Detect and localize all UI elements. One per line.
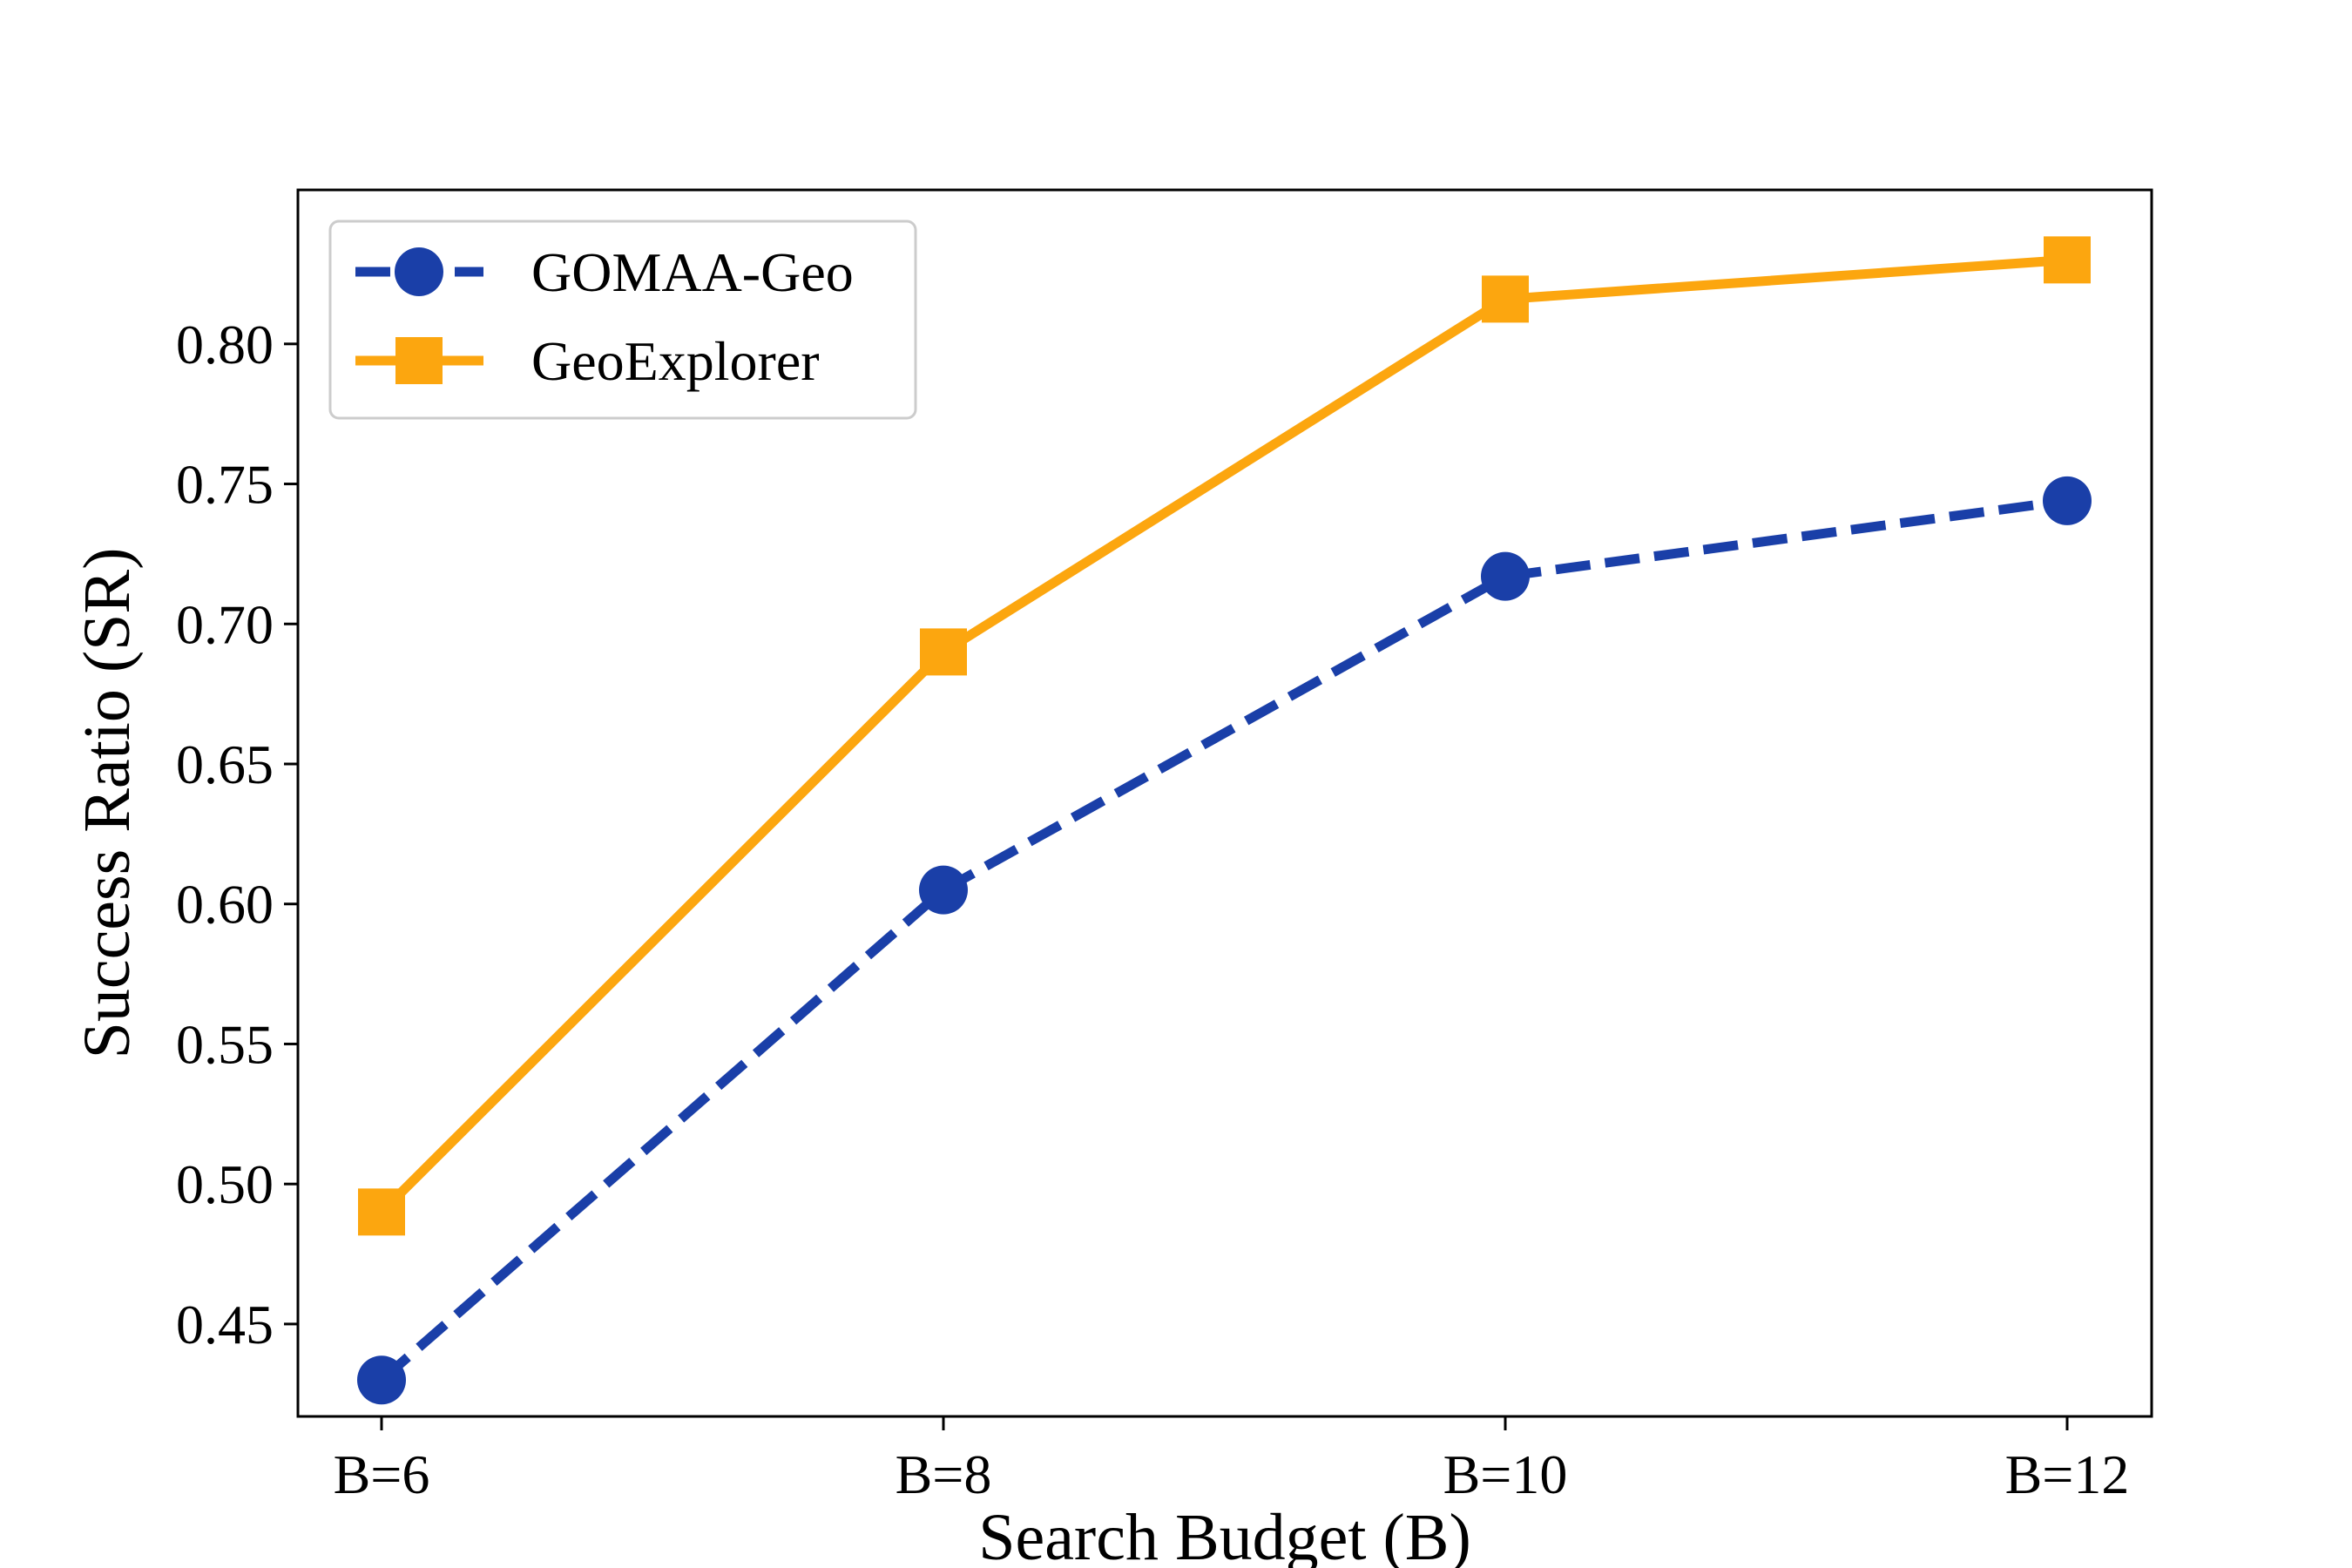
x-tick-label: B=10: [1443, 1443, 1568, 1505]
x-axis: B=6 B=8 B=10 B=12: [334, 1416, 2130, 1505]
series-geoexplorer: [358, 236, 2091, 1236]
legend-marker: [395, 337, 443, 384]
y-tick-label: 0.65: [176, 733, 274, 795]
data-point-square: [1482, 275, 1529, 323]
y-axis-title: Success Ratio (SR): [71, 548, 144, 1059]
legend-label: GOMAA-Geo: [531, 241, 854, 303]
y-tick-label: 0.55: [176, 1013, 274, 1075]
data-point-circle: [1481, 551, 1530, 601]
legend-label: GeoExplorer: [531, 330, 820, 392]
series-gomaa-geo: [357, 476, 2092, 1405]
data-point-square: [358, 1188, 405, 1236]
plot-frame: [296, 188, 2153, 1418]
x-tick-label: B=6: [334, 1443, 430, 1505]
data-point-circle: [2043, 476, 2092, 525]
series-line: [378, 496, 2068, 1384]
y-tick-label: 0.80: [176, 314, 274, 375]
legend-items: GOMAA-Geo GeoExplorer: [355, 241, 854, 392]
data-point-square: [920, 628, 967, 676]
legend-marker: [395, 247, 443, 296]
x-axis-title: Search Budget (B): [978, 1501, 1471, 1568]
data-point-circle: [919, 865, 968, 915]
y-tick-label: 0.50: [176, 1153, 274, 1215]
legend-item: GeoExplorer: [355, 330, 820, 392]
data-point-square: [2044, 236, 2091, 284]
legend-item: GOMAA-Geo: [355, 241, 854, 303]
x-tick-label: B=12: [2005, 1443, 2130, 1505]
series-line: [378, 254, 2068, 1216]
series-layer: [357, 236, 2092, 1405]
x-tick-label: B=8: [896, 1443, 992, 1505]
y-tick-label: 0.45: [176, 1294, 274, 1355]
y-tick-label: 0.75: [176, 454, 274, 516]
legend: GOMAA-Geo GeoExplorer: [328, 220, 917, 420]
y-tick-label: 0.60: [176, 874, 274, 936]
y-tick-label: 0.70: [176, 593, 274, 655]
y-axis: 0.45 0.50 0.55 0.60 0.65 0.70 0.75 0.80: [176, 314, 298, 1355]
data-point-circle: [357, 1355, 406, 1405]
